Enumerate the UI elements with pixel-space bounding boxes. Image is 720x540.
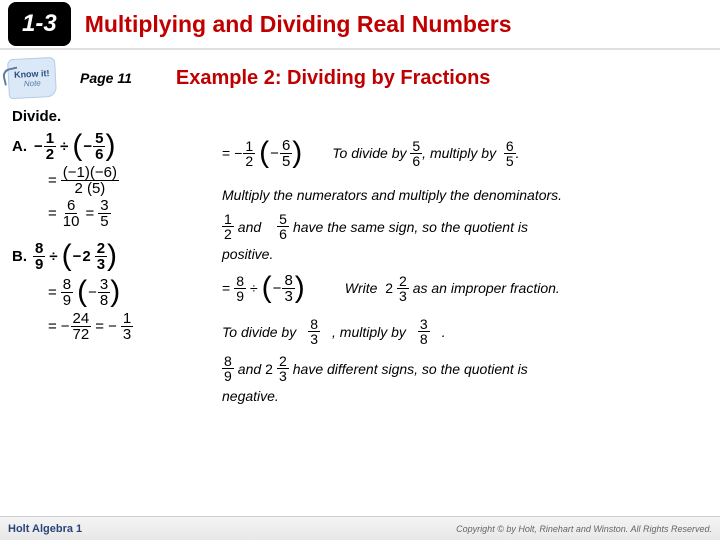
subhead-row: Know it! Note Page 11 Example 2: Dividin…: [0, 50, 720, 104]
divide-heading: Divide.: [12, 108, 222, 125]
problem-b-step2: = 89 ( −38 ): [48, 275, 222, 309]
header-bar: 1-3 Multiplying and Dividing Real Number…: [0, 0, 720, 50]
know-it-note-icon: Know it! Note: [7, 57, 57, 99]
lesson-title: Multiplying and Dividing Real Numbers: [85, 11, 512, 38]
problem-a-step3: = 610 = 35: [48, 198, 222, 229]
left-column: Divide. A. − 12 ÷ ( −56 ) = (−1)(−6)2 (5…: [12, 108, 222, 414]
right-column: = − 12 ( −65 ) To divide by 56 , multipl…: [222, 108, 712, 414]
footer-book-title: Holt Algebra 1: [8, 523, 82, 535]
label-b: B.: [12, 248, 27, 265]
problem-b-expression: B. 89 ÷ ( −223 ): [12, 239, 222, 273]
problem-a-expression: A. − 12 ÷ ( −56 ): [12, 129, 222, 163]
footer-copyright: Copyright © by Holt, Rinehart and Winsto…: [456, 524, 712, 534]
explanation-multiply: Multiply the numerators and multiply the…: [222, 186, 712, 204]
example-title: Example 2: Dividing by Fractions: [176, 67, 491, 90]
explanation-b-divide: To divide by 83 , multiply by 38 .: [222, 317, 712, 346]
explanation-b-sign: 89 and 2 23 have different signs, so the…: [222, 354, 712, 405]
problem-a-step2: = (−1)(−6)2 (5): [48, 165, 222, 196]
footer-bar: Holt Algebra 1 Copyright © by Holt, Rine…: [0, 516, 720, 540]
problem-b-rewrite: = 89 ÷ ( −83 ) Write 2 23 as an improper…: [222, 271, 712, 305]
problem-b-step3: = − 2472 = − 13: [48, 311, 222, 342]
lesson-badge: 1-3: [8, 2, 71, 46]
problem-a-rewrite: = − 12 ( −65 ) To divide by 56 , multipl…: [222, 136, 712, 170]
content-area: Divide. A. − 12 ÷ ( −56 ) = (−1)(−6)2 (5…: [0, 104, 720, 414]
page-number-label: Page 11: [80, 70, 132, 86]
label-a: A.: [12, 138, 27, 155]
explanation-a-sign: 12 and 56 have the same sign, so the quo…: [222, 212, 712, 263]
